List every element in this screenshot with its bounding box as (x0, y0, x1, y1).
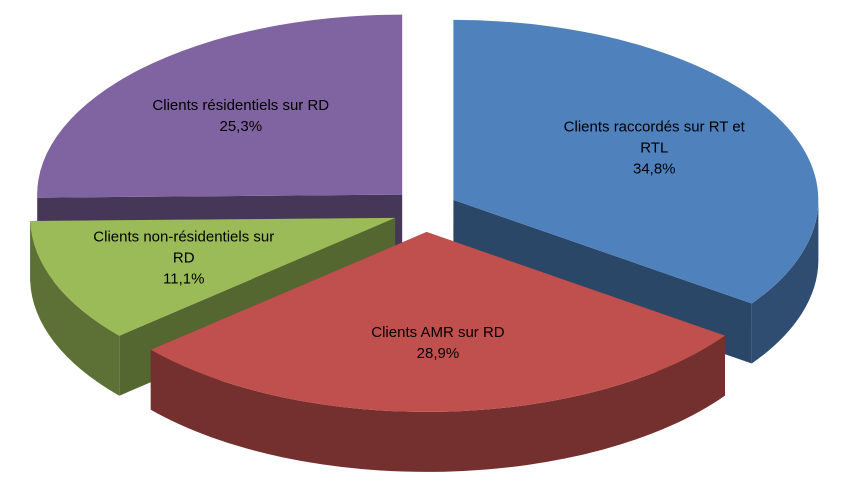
category-name: Clients résidentiels sur RD (152, 97, 330, 115)
category-name: Clients AMR sur RD (371, 324, 505, 342)
slice-label: Clients raccordés sur RT et RTL 34,8% (559, 117, 749, 180)
value-label: 11,1% (163, 270, 205, 288)
category-name: Clients non-résidentiels sur RD (93, 228, 275, 267)
slice-label: Clients non-résidentiels sur RD 11,1% (89, 226, 279, 289)
category-name: Clients raccordés sur RT et RTL (563, 118, 745, 157)
slice-wall (751, 199, 819, 364)
value-label: 34,8% (632, 160, 676, 178)
slice (30, 217, 396, 336)
slice (150, 232, 726, 412)
value-label: 28,9% (416, 345, 460, 363)
slice (453, 19, 819, 304)
slice-label: Clients résidentiels sur RD 25,3% (146, 95, 336, 137)
slice (37, 14, 403, 198)
value-label: 25,3% (219, 118, 263, 136)
slice-wall (150, 335, 726, 472)
slice-label: Clients AMR sur RD 28,9% (343, 322, 533, 364)
slice-wall (30, 221, 120, 396)
